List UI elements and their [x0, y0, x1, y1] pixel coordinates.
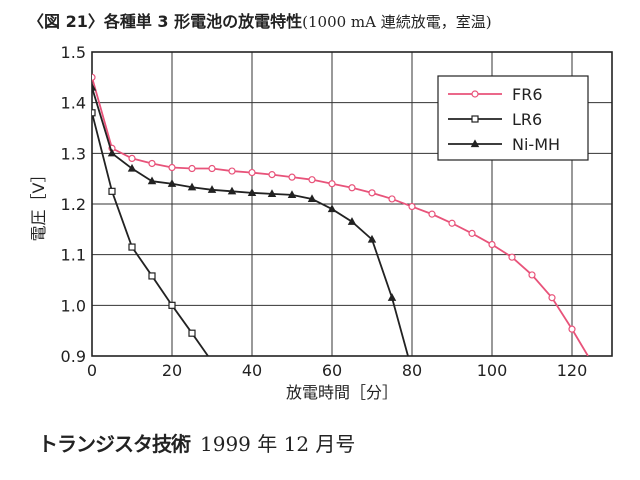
- point-lr6-4: [168, 301, 176, 309]
- point-ni-mh-5: [187, 182, 197, 191]
- point-lr6-3: [148, 272, 156, 280]
- magazine-issue: 1999 年 12 月号: [200, 432, 356, 456]
- y-tick-label-5: 1.4: [61, 94, 86, 113]
- point-fr6-17: [428, 210, 436, 218]
- point-fr6-8: [248, 168, 256, 177]
- y-tick-label-6: 1.5: [61, 43, 86, 62]
- y-tick-label-0: 0.9: [61, 347, 86, 366]
- point-fr6-6: [208, 164, 216, 173]
- y-tick-label-4: 1.3: [61, 144, 86, 163]
- point-fr6-15: [388, 195, 396, 203]
- point-fr6-9: [268, 171, 276, 179]
- x-tick-label-5: 100: [477, 361, 508, 380]
- point-ni-mh-14: [367, 234, 377, 243]
- y-tick-label-2: 1.1: [61, 246, 86, 265]
- x-tick-label-3: 60: [322, 361, 342, 380]
- point-fr6-19: [468, 229, 476, 237]
- x-tick-label-2: 40: [242, 361, 262, 380]
- legend-label-lr6: LR6: [512, 110, 542, 129]
- point-ni-mh-9: [267, 189, 277, 197]
- point-ni-mh-6: [207, 185, 217, 193]
- plot-frame: [91, 51, 613, 357]
- point-fr6-11: [308, 176, 316, 184]
- legend-label-ni-mh: Ni-MH: [512, 135, 560, 154]
- point-ni-mh-12: [327, 204, 337, 213]
- series-fr6: [92, 73, 589, 356]
- point-fr6-22: [528, 271, 536, 279]
- x-axis-label: 放電時間［分］: [286, 383, 398, 402]
- x-tick-label-4: 80: [402, 361, 422, 380]
- point-fr6-4: [168, 163, 176, 172]
- y-axis-label: 電圧［V］: [29, 167, 48, 242]
- point-ni-mh-2: [127, 163, 137, 172]
- point-ni-mh-7: [227, 186, 237, 195]
- magazine-name: トランジスタ技術: [38, 432, 191, 456]
- point-ni-mh-10: [287, 190, 297, 198]
- figure-title: 〈図 21〉各種単 3 形電池の放電特性(1000 mA 連続放電，室温): [28, 8, 492, 32]
- point-fr6-3: [148, 159, 156, 168]
- point-ni-mh-3: [147, 176, 157, 185]
- discharge-chart: 0.9 1.0 1.1 1.2 1.3 1.4 1.5 0 20 40 60 80 100 120 放電時間…: [29, 43, 613, 402]
- x-tick-label-6: 120: [557, 361, 588, 380]
- point-fr6-18: [448, 219, 456, 227]
- figure-title-condition: (1000 mA 連続放電，室温): [302, 13, 492, 31]
- point-lr6-5: [188, 329, 196, 337]
- point-ni-mh-4: [167, 179, 177, 187]
- point-fr6-2: [128, 154, 136, 162]
- point-fr6-13: [348, 184, 356, 192]
- point-ni-mh-8: [247, 188, 257, 196]
- legend-marker-fr6: [471, 90, 479, 98]
- legend-label-fr6: FR6: [512, 85, 543, 104]
- series-ni-mh: [92, 82, 409, 356]
- point-fr6-21: [508, 253, 516, 261]
- legend-box: [437, 75, 589, 161]
- point-fr6-23: [548, 294, 556, 302]
- point-fr6-5: [188, 164, 196, 173]
- point-ni-mh-15: [387, 293, 397, 301]
- legend-marker-ni-mh: [470, 139, 480, 148]
- x-tick-label-1: 20: [162, 361, 182, 380]
- point-lr6-2: [128, 243, 136, 251]
- point-ni-mh-11: [307, 194, 317, 203]
- x-tick-label-0: 0: [87, 361, 97, 380]
- point-fr6-20: [488, 240, 496, 249]
- point-fr6-24: [568, 325, 576, 333]
- point-fr6-16: [408, 202, 416, 211]
- point-fr6-7: [228, 167, 236, 175]
- y-tick-label-3: 1.2: [61, 195, 86, 214]
- legend-marker-lr6: [471, 115, 479, 123]
- point-lr6-1: [108, 187, 116, 195]
- point-fr6-10: [288, 173, 296, 181]
- y-tick-label-1: 1.0: [61, 296, 86, 315]
- figure-title-main: 〈図 21〉各種単 3 形電池の放電特性: [28, 12, 303, 31]
- point-fr6-14: [368, 189, 376, 197]
- source-citation: トランジスタ技術 1999 年 12 月号: [38, 428, 355, 457]
- series-lr6: [92, 109, 209, 356]
- point-fr6-12: [328, 180, 336, 188]
- point-fr6-0: [92, 73, 96, 81]
- point-ni-mh-0: [92, 82, 97, 91]
- point-lr6-0: [92, 109, 96, 117]
- point-ni-mh-13: [347, 217, 357, 225]
- point-ni-mh-1: [107, 148, 117, 157]
